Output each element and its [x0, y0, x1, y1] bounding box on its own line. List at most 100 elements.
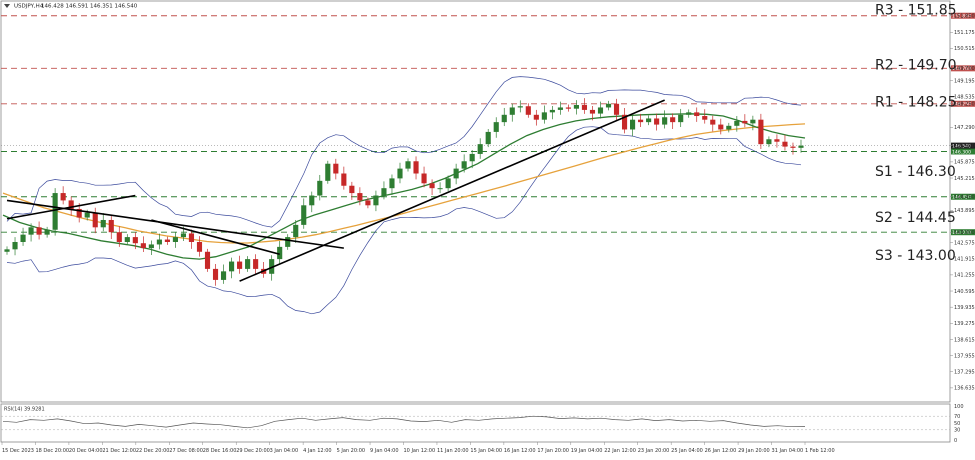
- candle-body: [453, 168, 459, 179]
- candle-body: [621, 114, 628, 130]
- r3-label: R3 - 151.85: [875, 3, 957, 19]
- candle-body: [245, 259, 251, 269]
- candle-body: [60, 193, 66, 201]
- candle-body: [493, 122, 499, 132]
- candle-body: [116, 232, 122, 242]
- candle-body: [349, 185, 355, 194]
- y-tick-label: 139.275: [954, 321, 975, 327]
- candle-body: [670, 117, 676, 123]
- candle-body: [509, 107, 515, 115]
- candle-body: [421, 173, 427, 184]
- candle-body: [172, 237, 178, 242]
- y-tick-label: 148.250: [954, 102, 975, 108]
- candle-body: [397, 168, 403, 179]
- candle-body: [774, 139, 780, 142]
- candle-body: [525, 106, 531, 115]
- candle-body: [654, 118, 660, 125]
- candle-body: [501, 114, 507, 123]
- candle-body: [76, 208, 82, 218]
- y-tick-label: 149.700: [954, 66, 975, 72]
- candle-body: [437, 188, 443, 190]
- candle-body: [782, 141, 788, 147]
- y-tick-label: 145.215: [954, 176, 975, 182]
- x-tick-label: 17 Jan 20:00: [537, 448, 569, 454]
- candle-body: [742, 120, 748, 124]
- y-tick-label: 150.515: [954, 46, 975, 52]
- candle-body: [429, 183, 435, 189]
- current-price-tag: [951, 142, 975, 149]
- x-tick-label: 19 Jan 04:00: [571, 448, 603, 454]
- candle-body: [52, 193, 58, 230]
- current-price-tag-text: 146.540: [952, 143, 971, 149]
- ohlc-readout: 146.428 146.591 146.351 146.540: [41, 4, 138, 10]
- candle-body: [557, 107, 563, 110]
- upper-band: [6, 76, 802, 228]
- y-tick-label: 151.850: [954, 14, 975, 20]
- candle-body: [413, 161, 419, 174]
- candle-body: [196, 241, 203, 252]
- r2-price-tag: [951, 65, 975, 72]
- candle-body: [469, 153, 475, 162]
- x-tick-label: 29 Dec 20:00: [236, 448, 270, 454]
- x-tick-label: 27 Dec 08:00: [169, 448, 203, 454]
- candle-body: [212, 268, 219, 280]
- rsi-level-label: 30: [954, 428, 960, 434]
- candle-body: [678, 114, 684, 123]
- candle-body: [686, 112, 692, 115]
- trendline-4: [239, 99, 665, 282]
- x-tick-label: 22 Jan 12:00: [604, 448, 636, 454]
- rsi-level-label: 100: [954, 404, 964, 410]
- rsi-line: [2, 415, 806, 429]
- candle-body: [84, 212, 90, 218]
- candle-body: [445, 178, 451, 189]
- candle-body: [124, 237, 130, 242]
- candle-body: [573, 105, 579, 109]
- rsi-level-label: 50: [954, 421, 960, 427]
- candle-body: [44, 229, 50, 235]
- s1-label: S1 - 146.30: [875, 164, 956, 180]
- candle-body: [108, 219, 114, 233]
- candle-body: [581, 105, 588, 110]
- x-tick-label: 20 Dec 04:00: [69, 448, 103, 454]
- y-tick-label: 137.295: [954, 370, 975, 376]
- s3-price-tag-text: 143.000: [952, 230, 971, 236]
- x-tick-label: 29 Jan 20:00: [738, 448, 770, 454]
- candle-body: [309, 195, 315, 206]
- s1-price-tag: [951, 148, 975, 155]
- x-tick-label: 5 Jan 20:00: [337, 448, 365, 454]
- candle-body: [237, 261, 243, 269]
- candle-body: [605, 103, 612, 108]
- candle-body: [140, 243, 146, 249]
- candle-body: [204, 251, 211, 269]
- candle-body: [180, 233, 187, 238]
- y-tick-label: 142.575: [954, 240, 975, 246]
- y-tick-label: 151.175: [954, 30, 975, 36]
- s2-price-tag: [951, 193, 975, 200]
- x-tick-label: 22 Dec 20:00: [136, 448, 170, 454]
- candle-body: [798, 145, 804, 148]
- candle-body: [285, 237, 291, 247]
- candle-body: [750, 119, 756, 124]
- candle-body: [565, 107, 571, 109]
- s1-price-tag-text: 146.300: [952, 149, 971, 155]
- candle-body: [405, 161, 411, 169]
- candle-body: [662, 117, 668, 125]
- x-tick-label: 21 Dec 12:00: [102, 448, 136, 454]
- x-tick-label: 16 Jan 12:00: [504, 448, 536, 454]
- x-tick-label: 18 Dec 20:00: [35, 448, 69, 454]
- x-tick-label: 23 Jan 20:00: [638, 448, 670, 454]
- candle-body: [766, 139, 772, 145]
- candle-body: [758, 119, 764, 145]
- candle-body: [589, 109, 596, 114]
- candle-body: [220, 271, 227, 280]
- candle-body: [694, 112, 700, 117]
- candle-body: [389, 178, 395, 189]
- y-tick-label: 145.875: [954, 160, 975, 166]
- s3-price-tag: [951, 229, 975, 236]
- y-tick-label: 143.895: [954, 208, 975, 214]
- x-tick-label: 10 Jan 12:00: [404, 448, 436, 454]
- r3-price-tag: [951, 12, 975, 19]
- candle-body: [357, 193, 363, 201]
